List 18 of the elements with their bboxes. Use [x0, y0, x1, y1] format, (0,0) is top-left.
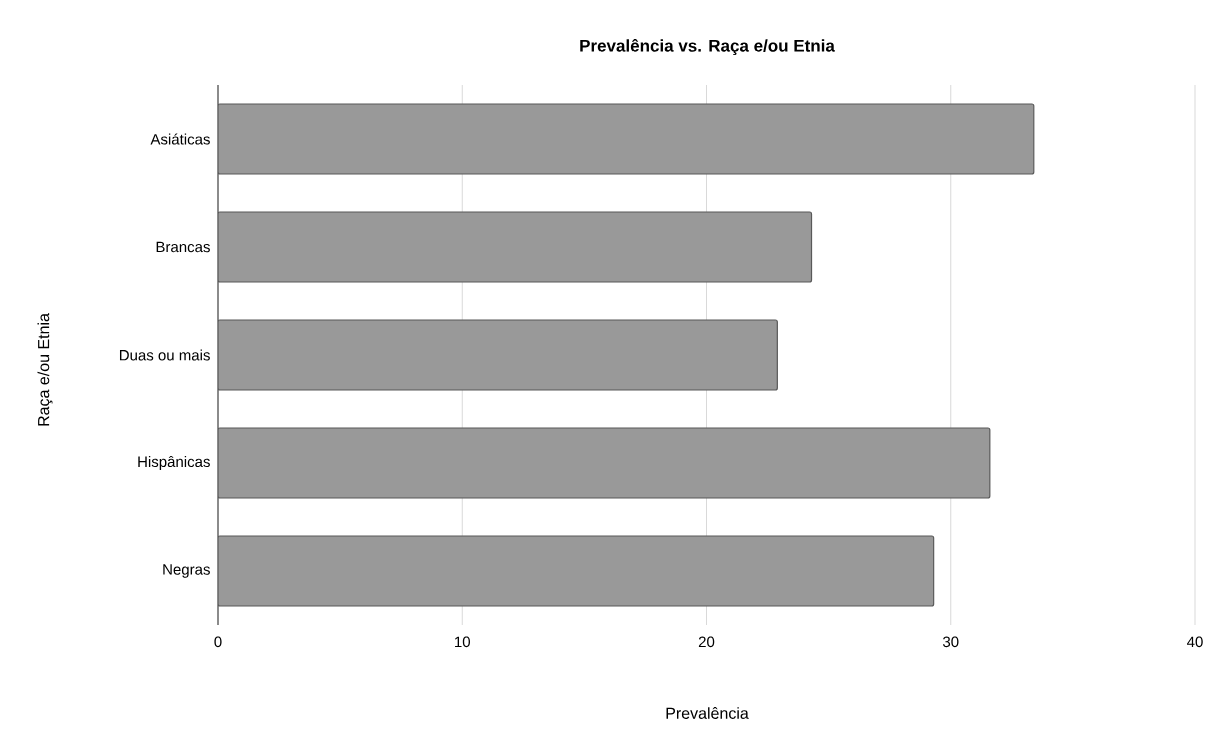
- y-tick-label: Negras: [163, 564, 210, 578]
- x-tick-label: 30: [942, 636, 959, 648]
- x-tick-label: 20: [698, 636, 715, 648]
- x-tick-label: 10: [455, 636, 470, 648]
- x-axis-title: Prevalência: [666, 707, 749, 719]
- bar: [218, 427, 991, 499]
- bar: [218, 103, 1035, 175]
- x-tick-label: 0: [214, 636, 222, 648]
- bar: [218, 535, 935, 607]
- chart-title: Prevalência vs. Raça e/ou Etnia: [580, 38, 835, 56]
- x-tick-label: 40: [1187, 636, 1203, 648]
- y-tick-label: Brancas: [156, 241, 210, 253]
- bar: [218, 211, 813, 283]
- y-tick-label: Hispânicas: [138, 456, 210, 471]
- y-axis-title: Raça e/ou Etnia: [37, 313, 53, 426]
- y-tick-label: Asiáticas: [150, 133, 210, 145]
- y-tick-label: Duas ou mais: [119, 349, 210, 361]
- bar: [218, 319, 778, 391]
